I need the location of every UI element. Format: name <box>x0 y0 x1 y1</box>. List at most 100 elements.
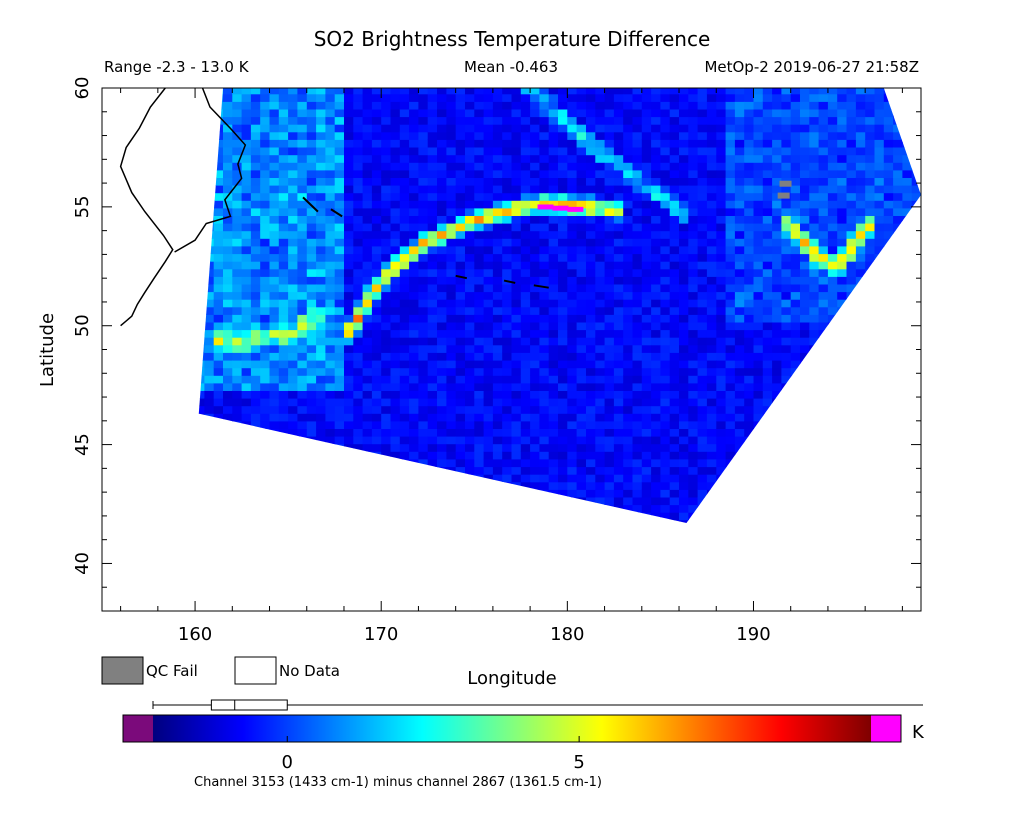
swath-cell <box>399 367 410 376</box>
swath-cell <box>260 504 271 513</box>
swath-cell <box>241 200 252 209</box>
swath-cell <box>186 170 196 178</box>
swath-cell <box>362 321 373 331</box>
swath-cell <box>362 420 373 429</box>
swath-cell <box>223 88 233 95</box>
swath-cell <box>455 276 466 285</box>
swath-cell <box>204 177 215 186</box>
swath-cell <box>846 200 857 209</box>
swath-cell <box>576 329 587 338</box>
swath-layer <box>186 79 931 535</box>
swath-cell <box>716 291 727 300</box>
swath-cell <box>278 398 289 407</box>
swath-cell <box>576 390 587 399</box>
swath-cell <box>502 268 513 277</box>
swath-cell <box>772 360 782 369</box>
swath-cell <box>762 451 773 460</box>
swath-cell <box>893 253 903 262</box>
swath-cell <box>362 261 373 270</box>
swath-cell <box>604 261 615 270</box>
swath-cell <box>418 93 429 102</box>
swath-cell <box>781 314 792 323</box>
swath-cell <box>465 504 475 513</box>
swath-cell <box>632 238 643 247</box>
swath-cell <box>716 177 727 186</box>
swath-cell <box>548 375 559 384</box>
swath-cell <box>595 527 605 535</box>
swath-cell <box>669 215 680 224</box>
swath-cell <box>874 131 885 140</box>
swath-cell <box>548 458 559 468</box>
swath-cell <box>762 88 773 95</box>
swath-cell <box>716 519 727 524</box>
swath-cell <box>827 512 838 521</box>
swath-cell <box>818 466 829 475</box>
swath-cell <box>688 390 699 399</box>
swath-cell <box>893 344 903 353</box>
swath-cell <box>297 79 307 87</box>
swath-cell <box>427 185 438 194</box>
swath-cell <box>688 329 699 338</box>
swath-cell <box>446 169 457 178</box>
swath-cell <box>198 443 205 452</box>
swath-cell <box>921 147 931 155</box>
swath-cell <box>753 177 764 186</box>
swath-cell <box>186 512 196 520</box>
swath-cell <box>325 200 336 209</box>
swath-cell <box>725 101 736 110</box>
swath-cell <box>716 223 727 232</box>
swath-cell <box>465 116 475 125</box>
swath-cell <box>455 245 466 255</box>
swath-cell <box>558 451 568 460</box>
swath-cell <box>623 154 634 163</box>
swath-cell <box>577 79 587 87</box>
swath-cell <box>269 481 280 490</box>
swath-cell <box>335 79 345 87</box>
swath-cell <box>474 390 485 399</box>
swath-cell <box>800 154 810 163</box>
swath-cell <box>362 314 373 323</box>
swath-cell <box>800 466 810 475</box>
swath-cell <box>762 512 773 521</box>
y-tick-label: 50 <box>72 314 93 337</box>
swath-cell <box>548 139 559 148</box>
swath-cell <box>874 299 885 308</box>
swath-cell <box>223 504 233 513</box>
swath-cell <box>306 466 317 475</box>
swath-cell <box>399 451 410 460</box>
swath-cell <box>353 458 364 468</box>
swath-cell <box>753 261 764 270</box>
swath-cell <box>548 200 559 209</box>
swath-cell <box>316 375 326 384</box>
swath-cell <box>250 283 261 293</box>
swath-cell <box>874 291 885 300</box>
swath-cell <box>483 101 494 110</box>
swath-cell <box>567 390 578 399</box>
swath-cell <box>679 458 689 468</box>
swath-cell <box>446 207 457 216</box>
swath-cell <box>213 428 224 437</box>
swath-cell <box>781 375 792 384</box>
swath-cell <box>455 443 466 452</box>
swath-cell <box>827 420 838 429</box>
swath-cell <box>437 481 447 490</box>
swath-cell <box>846 108 857 118</box>
swath-cell <box>297 443 308 452</box>
swath-cell <box>465 124 475 133</box>
swath-cell <box>790 382 801 391</box>
swath-cell <box>306 223 317 232</box>
swath-cell <box>921 215 931 223</box>
swath-cell <box>651 405 661 414</box>
swath-cell <box>474 420 485 429</box>
swath-cell <box>744 420 755 429</box>
swath-cell <box>706 451 717 460</box>
swath-cell <box>800 291 810 300</box>
swath-cell <box>679 436 689 445</box>
swath-cell <box>772 299 782 308</box>
swath-cell <box>762 230 773 239</box>
swath-cell <box>474 200 485 209</box>
swath-cell <box>409 382 419 391</box>
swath-cell <box>520 519 531 524</box>
swath-cell <box>697 519 708 524</box>
swath-cell <box>297 253 308 262</box>
